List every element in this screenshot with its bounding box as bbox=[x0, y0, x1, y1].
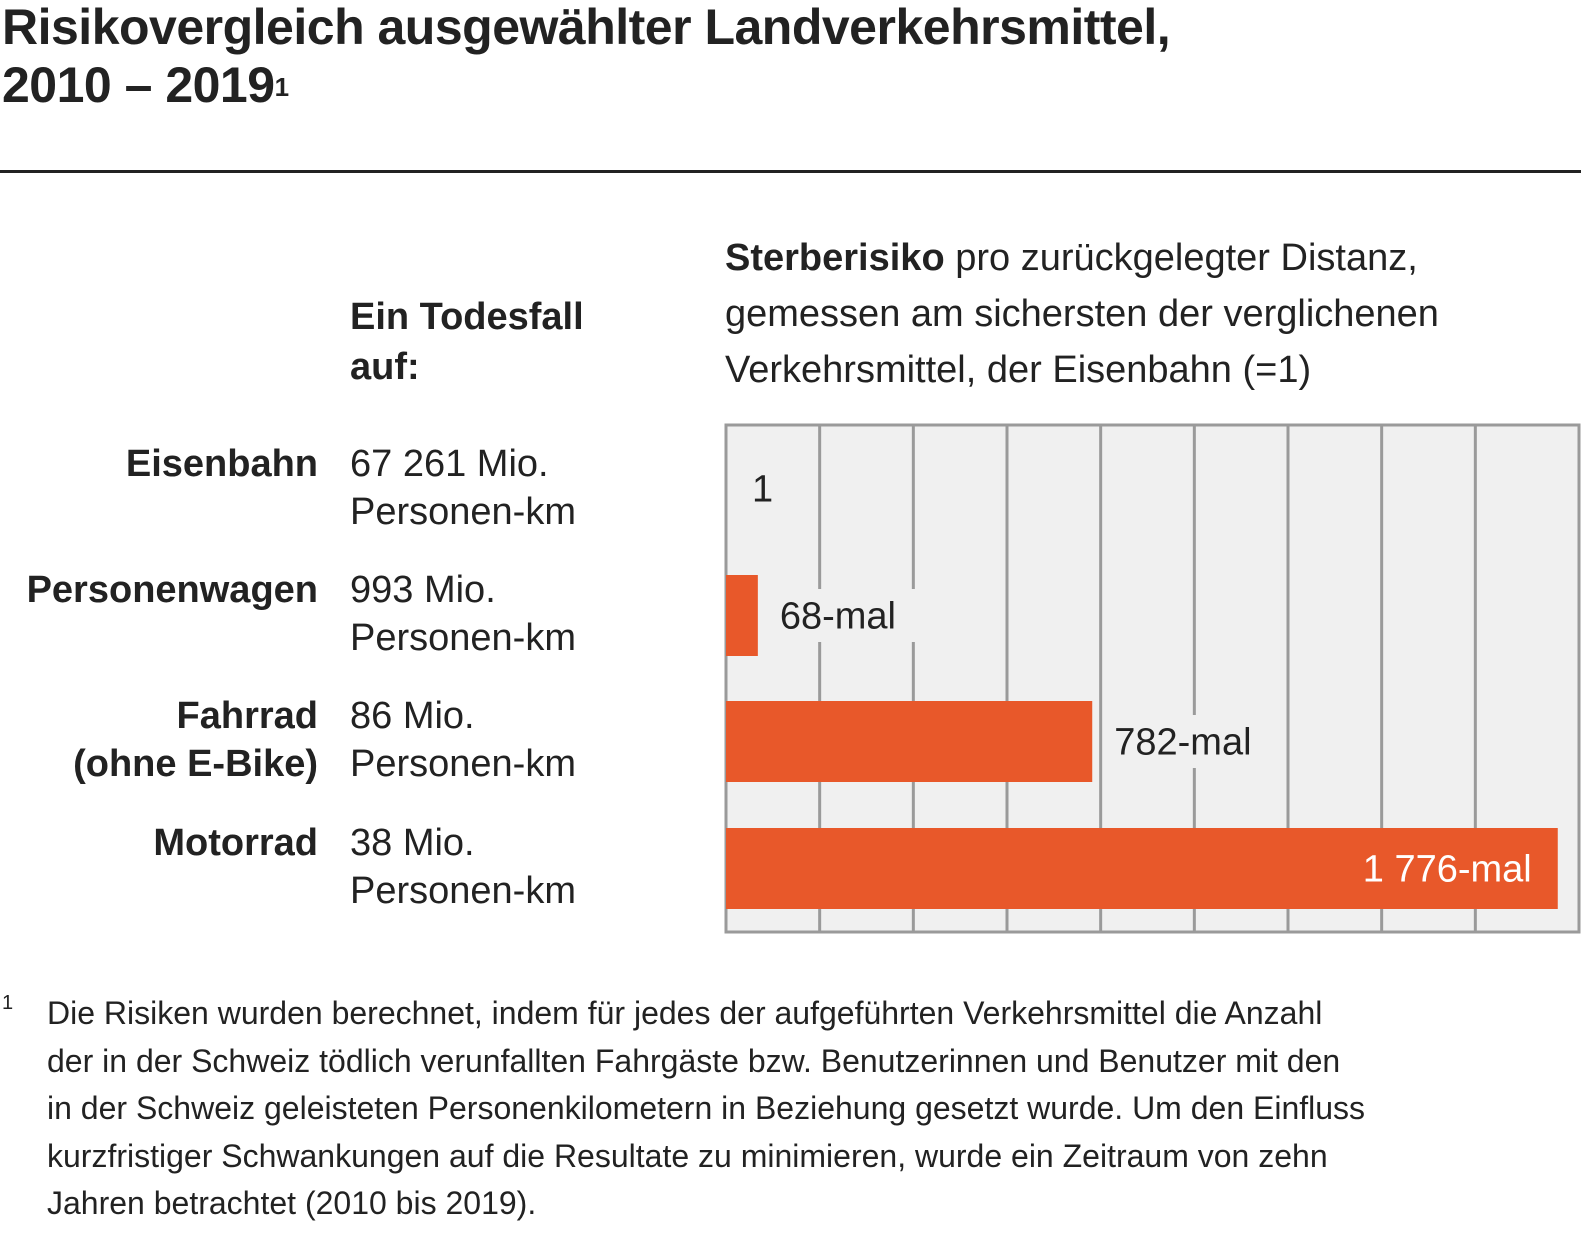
label-background bbox=[1106, 715, 1270, 768]
category-line: Fahrrad bbox=[176, 695, 318, 737]
footnote-line: kurzfristiger Schwankungen auf die Resul… bbox=[47, 1137, 1328, 1174]
column-header-line: auf: bbox=[350, 346, 420, 388]
distance-line: 993 Mio. bbox=[350, 569, 496, 611]
distance-line: Personen-km bbox=[350, 491, 576, 533]
subtitle-line: gemessen am sichersten der verglichenen bbox=[725, 293, 1439, 335]
distance-line: 86 Mio. bbox=[350, 695, 475, 737]
data-label: 1 776-mal bbox=[1363, 849, 1532, 891]
distance-line: Personen-km bbox=[350, 743, 576, 785]
subtitle-line: Verkehrsmittel, der Eisenbahn (=1) bbox=[725, 349, 1312, 391]
distance-line: Personen-km bbox=[350, 870, 576, 912]
chart-title: Risikovergleich ausgewählter Landverkehr… bbox=[2, 0, 1171, 114]
distance-line: 67 261 Mio. bbox=[350, 443, 549, 485]
footnote-line: in der Schweiz geleisteten Personenkilom… bbox=[47, 1090, 1366, 1126]
data-label: 782-mal bbox=[1114, 722, 1251, 764]
chart-subtitle: Sterberisiko pro zurückgelegter Distanz,… bbox=[725, 230, 1575, 398]
data-label: 1 bbox=[752, 469, 773, 511]
subtitle-rest: pro zurückgelegter Distanz, bbox=[944, 237, 1418, 279]
footnote-mark: 1 bbox=[274, 72, 289, 102]
footnote-line: der in der Schweiz tödlich verunfallten … bbox=[47, 1042, 1341, 1079]
distance-label: 38 Mio. Personen-km bbox=[350, 819, 576, 915]
title-years: 2010 – 2019 bbox=[2, 57, 275, 113]
category-label: Motorrad bbox=[153, 819, 318, 867]
category-line: Motorrad bbox=[153, 822, 318, 864]
column-header-line: Ein Todesfall bbox=[350, 296, 584, 338]
data-label: 68-mal bbox=[780, 596, 896, 638]
category-label: Fahrrad (ohne E-Bike) bbox=[73, 692, 318, 788]
distance-line: 38 Mio. bbox=[350, 822, 475, 864]
title-line-2: 2010 – 20191 bbox=[2, 56, 1170, 114]
subtitle-line: Sterberisiko pro zurückgelegter Distanz, bbox=[725, 230, 1575, 286]
title-divider bbox=[0, 170, 1581, 173]
subtitle-bold: Sterberisiko bbox=[725, 237, 945, 279]
footnote-number: 1 bbox=[2, 992, 14, 1014]
column-header: Ein Todesfall auf: bbox=[350, 292, 584, 392]
footnote-text: Die Risiken wurden berechnet, indem für … bbox=[47, 990, 1567, 1228]
label-background bbox=[771, 589, 916, 642]
footnote-line: Die Risiken wurden berechnet, indem für … bbox=[47, 995, 1323, 1031]
distance-label: 86 Mio. Personen-km bbox=[350, 692, 576, 788]
category-line: Eisenbahn bbox=[125, 443, 318, 485]
category-label: Personenwagen bbox=[27, 566, 318, 614]
category-line: (ohne E-Bike) bbox=[73, 743, 318, 785]
bar bbox=[726, 828, 1558, 909]
distance-label: 993 Mio. Personen-km bbox=[350, 566, 576, 662]
bar bbox=[726, 701, 1093, 782]
distance-label: 67 261 Mio. Personen-km bbox=[350, 440, 576, 536]
distance-line: Personen-km bbox=[350, 617, 576, 659]
bar bbox=[726, 575, 758, 656]
title-line-1: Risikovergleich ausgewählter Landverkehr… bbox=[2, 0, 1171, 55]
category-line: Personenwagen bbox=[26, 569, 318, 611]
footnote-line: Jahren betrachtet (2010 bis 2019). bbox=[47, 1185, 537, 1221]
category-label: Eisenbahn bbox=[126, 440, 318, 488]
